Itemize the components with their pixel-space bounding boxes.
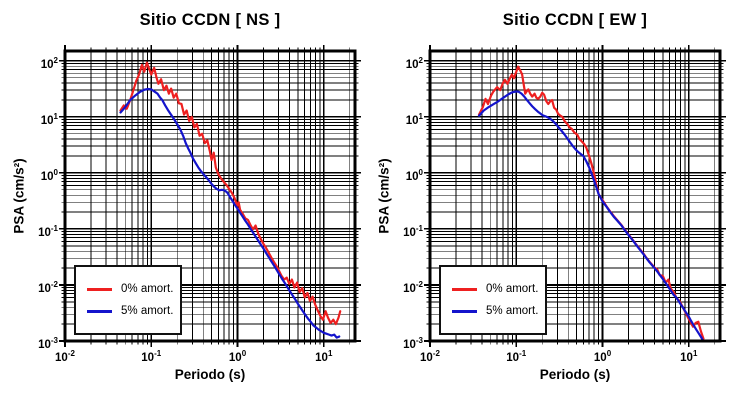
plot-frame (428, 49, 722, 343)
y-tick-label: 100 (405, 167, 423, 183)
y-tick-label: 102 (405, 55, 423, 71)
legend-item: 5% amort. (87, 305, 180, 317)
legend: 0% amort. 5% amort. (439, 265, 547, 335)
legend-line-sample-5pct (87, 309, 112, 313)
x-tick-label: 10-2 (55, 349, 75, 364)
y-tick-label: 10-1 (403, 223, 423, 239)
y-tick-label: 10-3 (38, 336, 58, 351)
legend-line-sample-0pct (452, 287, 477, 291)
y-tick-label: 10-2 (403, 279, 423, 295)
x-axis-label: Periodo (s) (174, 367, 246, 382)
series-line-0 (477, 65, 705, 340)
y-tick-label: 100 (40, 167, 58, 183)
legend-line-sample-0pct (87, 287, 112, 291)
y-tick-label: 102 (40, 55, 58, 71)
legend-label: 0% amort. (121, 283, 174, 295)
legend-item: 0% amort. (87, 283, 180, 295)
legend-label: 0% amort. (486, 283, 539, 295)
x-tick-label: 101 (315, 349, 333, 364)
x-tick-label: 100 (228, 349, 247, 364)
legend-line-sample-5pct (452, 309, 477, 313)
x-tick-label: 101 (680, 349, 698, 364)
series-line-1 (477, 90, 705, 341)
y-tick-label: 101 (40, 111, 58, 127)
x-tick-label: 10-1 (141, 349, 162, 364)
chart-title: Sitio CCDN [ EW ] (502, 11, 648, 29)
chart-title: Sitio CCDN [ NS ] (139, 11, 281, 29)
y-tick-label: 10-2 (38, 279, 58, 295)
plot-svg (424, 45, 726, 347)
chart-ew: Sitio CCDN [ EW ] PSA (cm/s²) Periodo (s… (365, 0, 730, 400)
x-tick-label: 10-1 (506, 349, 527, 364)
y-tick-label: 10-1 (38, 223, 58, 239)
legend-item: 5% amort. (452, 305, 545, 317)
x-axis-label: Periodo (s) (539, 367, 611, 382)
chart-ns: Sitio CCDN [ NS ] PSA (cm/s²) Periodo (s… (12, 11, 361, 382)
y-tick-label: 101 (405, 111, 423, 127)
legend-label: 5% amort. (486, 305, 539, 317)
series-line-1 (119, 87, 341, 339)
legend-item: 0% amort. (452, 283, 545, 295)
x-tick-label: 100 (593, 349, 612, 364)
series-line-0 (119, 61, 342, 326)
legend-label: 5% amort. (121, 305, 174, 317)
legend: 0% amort. 5% amort. (74, 265, 182, 335)
plot-frame (63, 49, 357, 343)
x-tick-label: 10-2 (420, 349, 440, 364)
plot-svg (59, 45, 361, 347)
y-tick-label: 10-3 (403, 336, 423, 351)
